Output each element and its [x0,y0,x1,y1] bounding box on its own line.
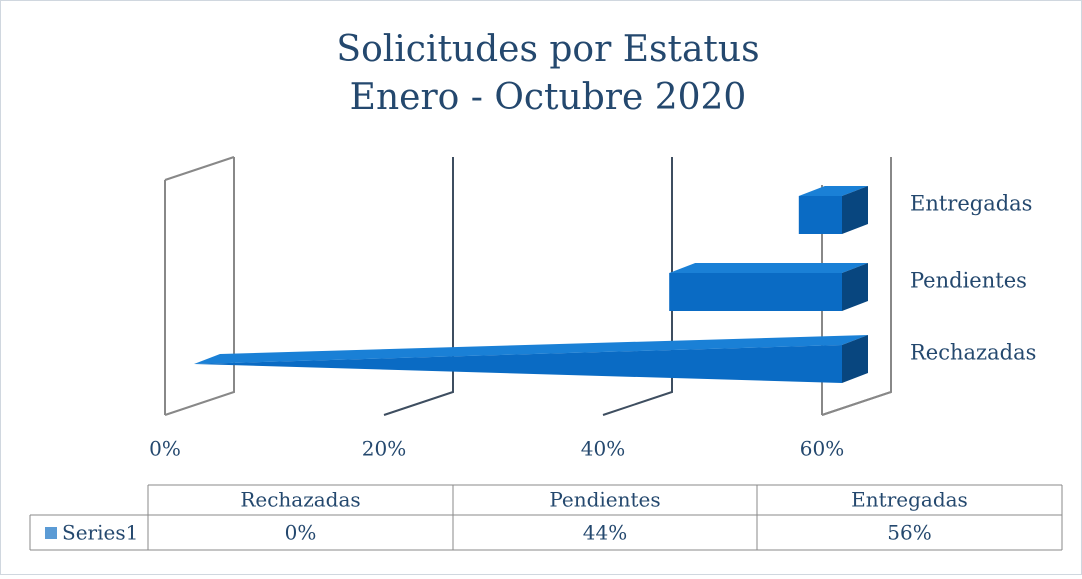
x-tick-label: 60% [800,437,844,461]
x-tick-label: 0% [149,437,181,461]
bar [669,273,842,311]
grid-line [821,157,892,416]
bar [798,196,842,234]
x-tick-label: 40% [581,437,625,461]
chart-subtitle: Enero - Octubre 2020 [350,77,747,118]
grid-line [602,157,673,416]
bar-top [669,263,868,273]
table-value: 0% [285,521,317,545]
grid-line [164,157,235,416]
legend-label: Series1 [62,521,138,545]
bar-top [798,186,868,196]
category-label: Entregadas [910,192,1032,216]
table-header: Pendientes [549,488,660,512]
bar-side [842,186,868,234]
category-label: Rechazadas [910,341,1036,365]
left-wall [164,156,235,181]
data-table [29,484,1063,551]
table-header: Entregadas [851,488,968,512]
x-tick-label: 20% [362,437,406,461]
grid-line [383,157,454,416]
chart-title: Solicitudes por Estatus [336,29,759,70]
bar-side [842,263,868,311]
table-header: Rechazadas [240,488,360,512]
bar [194,345,842,383]
table-value: 44% [583,521,627,545]
bar-side [842,335,868,383]
legend-key [45,527,57,539]
table-value: 56% [887,521,931,545]
category-label: Pendientes [910,269,1027,293]
bar-top [194,335,868,364]
